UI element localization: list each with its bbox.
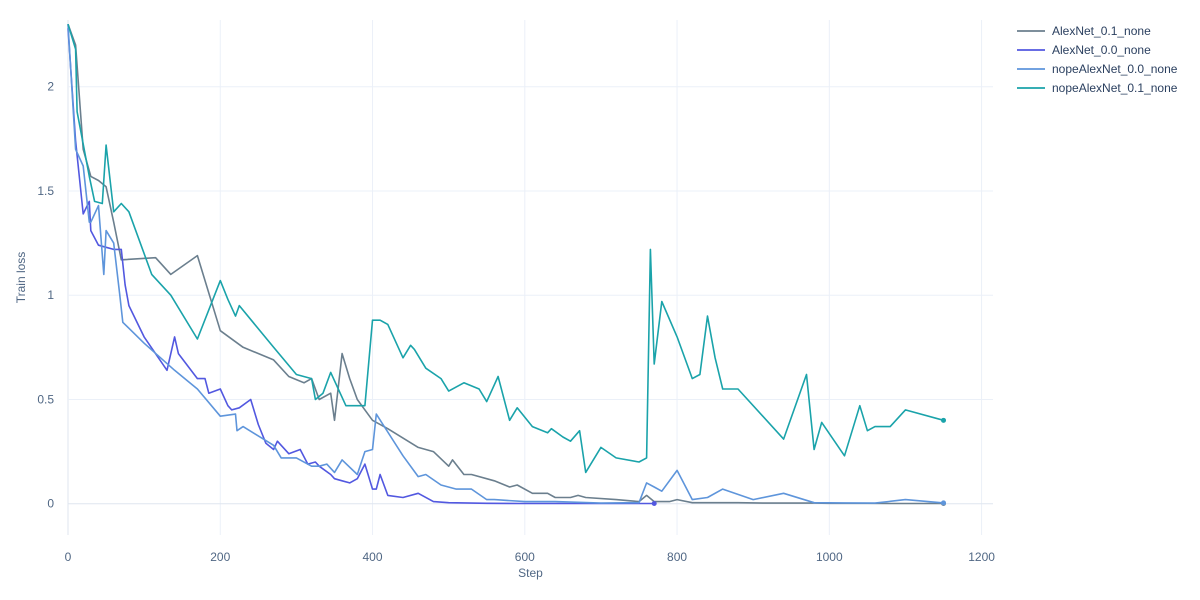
x-axis-title: Step bbox=[518, 566, 543, 580]
y-tick-label: 1.5 bbox=[37, 184, 54, 198]
legend-label: AlexNet_0.0_none bbox=[1052, 43, 1151, 57]
series-AlexNet_0.1_none bbox=[67, 23, 947, 507]
x-tick-label: 1000 bbox=[816, 550, 843, 564]
x-tick-label: 800 bbox=[667, 550, 687, 564]
x-tick-label: 0 bbox=[65, 550, 72, 564]
series-line bbox=[67, 23, 944, 505]
y-tick-label: 0 bbox=[47, 497, 54, 511]
plot-series bbox=[67, 23, 947, 507]
y-tick-label: 1 bbox=[47, 288, 54, 302]
legend-item[interactable]: AlexNet_0.1_none bbox=[1017, 24, 1151, 38]
series-end-point bbox=[941, 500, 947, 506]
series-nopeAlexNet_0.0_none bbox=[67, 24, 947, 506]
legend[interactable]: AlexNet_0.1_none AlexNet_0.0_none nopeAlex… bbox=[1017, 24, 1178, 95]
series-line bbox=[67, 23, 944, 474]
legend-item[interactable]: nopeAlexNet_0.1_none bbox=[1017, 81, 1178, 95]
legend-label: nopeAlexNet_0.1_none bbox=[1052, 81, 1178, 95]
legend-label: nopeAlexNet_0.0_none bbox=[1052, 62, 1178, 76]
legend-label: AlexNet_0.1_none bbox=[1052, 24, 1151, 38]
y-axis-ticks: 0 0.5 1 1.5 2 bbox=[37, 80, 54, 511]
y-axis-title: Train loss bbox=[14, 252, 28, 304]
x-tick-label: 1200 bbox=[968, 550, 995, 564]
series-end-point bbox=[941, 417, 947, 423]
series-line bbox=[67, 28, 655, 505]
series-end-point bbox=[651, 501, 657, 507]
legend-item[interactable]: AlexNet_0.0_none bbox=[1017, 43, 1151, 57]
series-nopeAlexNet_0.1_none bbox=[67, 23, 947, 474]
series-line bbox=[67, 24, 944, 504]
x-tick-label: 200 bbox=[210, 550, 230, 564]
legend-item[interactable]: nopeAlexNet_0.0_none bbox=[1017, 62, 1178, 76]
series-AlexNet_0.0_none bbox=[67, 28, 657, 507]
x-tick-label: 600 bbox=[515, 550, 535, 564]
y-tick-label: 0.5 bbox=[37, 392, 54, 406]
y-tick-label: 2 bbox=[47, 80, 54, 94]
plot-grid bbox=[67, 20, 993, 535]
x-axis-ticks: 0 200 400 600 800 1000 1200 bbox=[65, 550, 996, 564]
x-tick-label: 400 bbox=[363, 550, 383, 564]
